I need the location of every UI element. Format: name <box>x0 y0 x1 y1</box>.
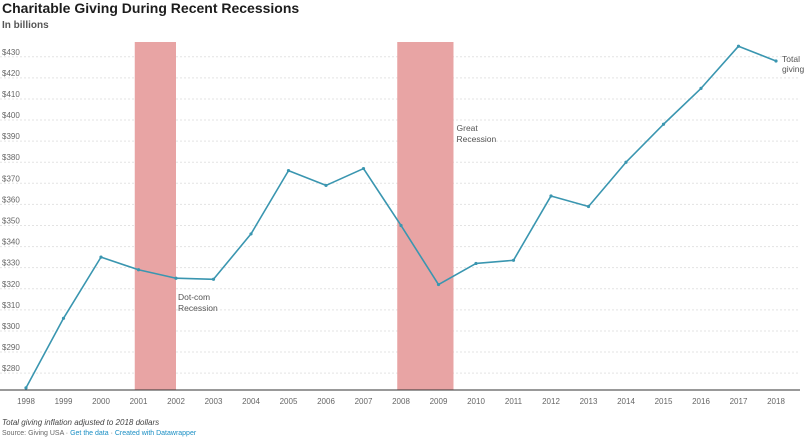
y-tick-label: $410 <box>2 90 20 99</box>
y-tick-label: $400 <box>2 111 20 120</box>
data-point <box>699 86 703 90</box>
data-point <box>211 277 216 281</box>
data-point <box>436 282 441 287</box>
x-tick-label: 2004 <box>242 397 260 406</box>
y-tick-label: $340 <box>2 238 20 247</box>
series-points <box>24 44 778 390</box>
x-tick-label: 2013 <box>580 397 598 406</box>
data-point <box>661 122 666 126</box>
data-point <box>174 276 178 280</box>
y-axis-ticks: $280 $290 $300 $310 $320 $330 $340 $350 $360 $370… <box>2 48 20 373</box>
recession-band <box>134 42 176 390</box>
source-separator: · <box>108 430 115 437</box>
y-tick-label: $330 <box>2 259 20 268</box>
y-tick-label: $300 <box>2 322 20 331</box>
recession-label: Great <box>457 123 479 133</box>
x-tick-label: 2017 <box>730 397 748 406</box>
x-tick-label: 2007 <box>355 397 373 406</box>
x-tick-label: 2011 <box>505 397 523 406</box>
data-point <box>99 255 103 259</box>
data-point <box>624 160 628 164</box>
source-text: Source: Giving USA · <box>2 430 71 437</box>
x-tick-label: 2002 <box>167 397 185 406</box>
x-tick-label: 2015 <box>655 397 673 406</box>
annotations: Dot-comRecessionGreatRecessionTotalgivin… <box>178 54 804 313</box>
series-end-label: giving <box>782 64 804 74</box>
series-end-label: Total <box>782 54 800 64</box>
datawrapper-link[interactable]: Created with Datawrapper <box>114 430 197 437</box>
data-point <box>324 183 328 188</box>
footnote: Total giving inflation adjusted to 2018 … <box>2 418 160 427</box>
recession-bands <box>134 42 454 390</box>
data-point <box>586 204 591 209</box>
data-point <box>774 59 778 63</box>
y-tick-label: $290 <box>2 343 20 352</box>
data-point <box>549 194 553 198</box>
recession-label: Recession <box>457 134 497 144</box>
get-data-link[interactable]: Get the data <box>70 430 109 437</box>
data-point <box>736 44 741 48</box>
y-tick-label: $280 <box>2 364 20 373</box>
x-tick-label: 2003 <box>205 397 223 406</box>
x-tick-label: 2008 <box>392 397 410 406</box>
x-tick-label: 2016 <box>692 397 710 406</box>
y-tick-label: $390 <box>2 132 20 141</box>
x-tick-label: 2010 <box>467 397 485 406</box>
x-tick-label: 1998 <box>17 397 35 406</box>
x-tick-label: 2018 <box>767 397 785 406</box>
chart-subtitle: In billions <box>2 20 49 31</box>
x-tick-label: 2001 <box>130 397 148 406</box>
y-tick-label: $360 <box>2 195 20 204</box>
data-point <box>361 166 366 171</box>
data-point <box>136 268 141 272</box>
x-axis-ticks: 1998 1999 2000 2001 2002 2003 2004 2005 2006 2007… <box>17 397 785 406</box>
line-chart: $280 $290 $300 $310 $320 $330 $340 $350 $360 $370… <box>0 42 804 406</box>
x-tick-label: 2012 <box>542 397 560 406</box>
x-tick-label: 2014 <box>617 397 635 406</box>
y-tick-label: $320 <box>2 280 20 289</box>
y-tick-label: $370 <box>2 174 20 183</box>
data-point <box>61 316 66 320</box>
data-point <box>474 261 478 266</box>
recession-band <box>397 42 454 390</box>
y-tick-label: $430 <box>2 48 20 57</box>
y-tick-label: $380 <box>2 153 20 162</box>
recession-label: Recession <box>178 303 218 313</box>
source-line: Source: Giving USA · Get the data · Crea… <box>2 430 196 437</box>
recession-label: Dot-com <box>178 292 210 302</box>
x-tick-label: 1999 <box>55 397 73 406</box>
y-tick-label: $310 <box>2 301 20 310</box>
x-tick-label: 2000 <box>92 397 110 406</box>
data-point <box>24 386 28 390</box>
data-point <box>286 169 291 173</box>
y-tick-label: $420 <box>2 69 20 78</box>
x-tick-label: 2005 <box>280 397 298 406</box>
x-tick-label: 2009 <box>430 397 448 406</box>
y-tick-label: $350 <box>2 216 20 225</box>
data-point <box>249 232 253 236</box>
chart-title: Charitable Giving During Recent Recessio… <box>2 0 300 16</box>
x-tick-label: 2006 <box>317 397 335 406</box>
data-point <box>511 258 516 262</box>
data-point <box>399 223 403 228</box>
